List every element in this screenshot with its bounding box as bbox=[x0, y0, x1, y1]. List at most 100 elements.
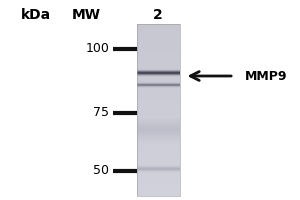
FancyBboxPatch shape bbox=[136, 123, 180, 125]
FancyBboxPatch shape bbox=[137, 169, 180, 170]
FancyBboxPatch shape bbox=[137, 139, 180, 140]
FancyBboxPatch shape bbox=[137, 135, 180, 136]
FancyBboxPatch shape bbox=[137, 166, 180, 167]
Text: 2: 2 bbox=[153, 8, 162, 22]
FancyBboxPatch shape bbox=[136, 33, 180, 35]
FancyBboxPatch shape bbox=[137, 170, 180, 171]
FancyBboxPatch shape bbox=[136, 106, 180, 108]
FancyBboxPatch shape bbox=[136, 39, 180, 41]
FancyBboxPatch shape bbox=[136, 37, 180, 39]
FancyBboxPatch shape bbox=[136, 116, 180, 119]
FancyBboxPatch shape bbox=[136, 181, 180, 183]
FancyBboxPatch shape bbox=[136, 114, 180, 116]
FancyBboxPatch shape bbox=[136, 151, 180, 153]
FancyBboxPatch shape bbox=[136, 58, 180, 61]
Text: MMP9: MMP9 bbox=[244, 70, 287, 82]
FancyBboxPatch shape bbox=[136, 162, 180, 164]
FancyBboxPatch shape bbox=[136, 192, 180, 194]
FancyBboxPatch shape bbox=[136, 127, 180, 129]
FancyBboxPatch shape bbox=[137, 137, 180, 138]
FancyBboxPatch shape bbox=[137, 126, 180, 127]
FancyBboxPatch shape bbox=[137, 122, 180, 123]
FancyBboxPatch shape bbox=[137, 70, 180, 71]
FancyBboxPatch shape bbox=[136, 125, 180, 127]
FancyBboxPatch shape bbox=[136, 69, 180, 71]
FancyBboxPatch shape bbox=[136, 91, 180, 93]
FancyBboxPatch shape bbox=[137, 131, 180, 132]
FancyBboxPatch shape bbox=[136, 97, 180, 99]
FancyBboxPatch shape bbox=[136, 159, 180, 162]
FancyBboxPatch shape bbox=[136, 183, 180, 185]
FancyBboxPatch shape bbox=[136, 43, 180, 46]
FancyBboxPatch shape bbox=[136, 129, 180, 132]
FancyBboxPatch shape bbox=[136, 168, 180, 170]
Text: MW: MW bbox=[72, 8, 101, 22]
FancyBboxPatch shape bbox=[136, 144, 180, 147]
FancyBboxPatch shape bbox=[136, 26, 180, 28]
FancyBboxPatch shape bbox=[136, 82, 180, 84]
FancyBboxPatch shape bbox=[136, 63, 180, 65]
FancyBboxPatch shape bbox=[137, 132, 180, 133]
FancyBboxPatch shape bbox=[136, 174, 180, 177]
FancyBboxPatch shape bbox=[136, 93, 180, 95]
FancyBboxPatch shape bbox=[136, 101, 180, 104]
FancyBboxPatch shape bbox=[137, 167, 180, 168]
FancyBboxPatch shape bbox=[136, 73, 180, 76]
FancyBboxPatch shape bbox=[136, 56, 180, 58]
FancyBboxPatch shape bbox=[136, 134, 180, 136]
FancyBboxPatch shape bbox=[136, 121, 180, 123]
FancyBboxPatch shape bbox=[137, 171, 180, 172]
FancyBboxPatch shape bbox=[136, 132, 180, 134]
FancyBboxPatch shape bbox=[136, 187, 180, 190]
FancyBboxPatch shape bbox=[136, 41, 180, 43]
FancyBboxPatch shape bbox=[136, 95, 180, 97]
FancyBboxPatch shape bbox=[136, 155, 180, 157]
FancyBboxPatch shape bbox=[137, 75, 180, 76]
FancyBboxPatch shape bbox=[136, 67, 180, 69]
FancyBboxPatch shape bbox=[136, 35, 180, 37]
FancyBboxPatch shape bbox=[137, 124, 180, 125]
FancyBboxPatch shape bbox=[137, 168, 180, 169]
FancyBboxPatch shape bbox=[136, 164, 180, 166]
FancyBboxPatch shape bbox=[136, 104, 180, 106]
FancyBboxPatch shape bbox=[136, 170, 180, 172]
FancyBboxPatch shape bbox=[136, 84, 180, 86]
FancyBboxPatch shape bbox=[136, 80, 180, 82]
FancyBboxPatch shape bbox=[137, 71, 180, 72]
Text: 75: 75 bbox=[94, 106, 109, 119]
FancyBboxPatch shape bbox=[136, 45, 180, 48]
FancyBboxPatch shape bbox=[137, 73, 180, 74]
FancyBboxPatch shape bbox=[137, 128, 180, 129]
FancyBboxPatch shape bbox=[137, 129, 180, 130]
FancyBboxPatch shape bbox=[137, 121, 180, 122]
FancyBboxPatch shape bbox=[136, 61, 180, 63]
FancyBboxPatch shape bbox=[136, 147, 180, 149]
FancyBboxPatch shape bbox=[136, 86, 180, 88]
FancyBboxPatch shape bbox=[136, 28, 180, 30]
FancyBboxPatch shape bbox=[137, 130, 180, 131]
FancyBboxPatch shape bbox=[136, 166, 180, 168]
Text: kDa: kDa bbox=[21, 8, 51, 22]
FancyBboxPatch shape bbox=[137, 127, 180, 128]
FancyBboxPatch shape bbox=[136, 157, 180, 159]
FancyBboxPatch shape bbox=[136, 140, 180, 142]
FancyBboxPatch shape bbox=[136, 112, 180, 114]
FancyBboxPatch shape bbox=[136, 185, 180, 187]
FancyBboxPatch shape bbox=[136, 149, 180, 151]
FancyBboxPatch shape bbox=[136, 78, 180, 80]
FancyBboxPatch shape bbox=[136, 30, 180, 33]
FancyBboxPatch shape bbox=[137, 123, 180, 124]
FancyBboxPatch shape bbox=[136, 24, 180, 26]
FancyBboxPatch shape bbox=[136, 65, 180, 67]
FancyBboxPatch shape bbox=[137, 138, 180, 139]
FancyBboxPatch shape bbox=[137, 136, 180, 137]
FancyBboxPatch shape bbox=[136, 52, 180, 54]
FancyBboxPatch shape bbox=[136, 153, 180, 155]
Text: 50: 50 bbox=[94, 164, 109, 178]
Text: 100: 100 bbox=[85, 43, 109, 55]
FancyBboxPatch shape bbox=[136, 194, 180, 196]
FancyBboxPatch shape bbox=[136, 50, 180, 52]
FancyBboxPatch shape bbox=[137, 125, 180, 126]
FancyBboxPatch shape bbox=[136, 177, 180, 179]
FancyBboxPatch shape bbox=[136, 76, 180, 78]
